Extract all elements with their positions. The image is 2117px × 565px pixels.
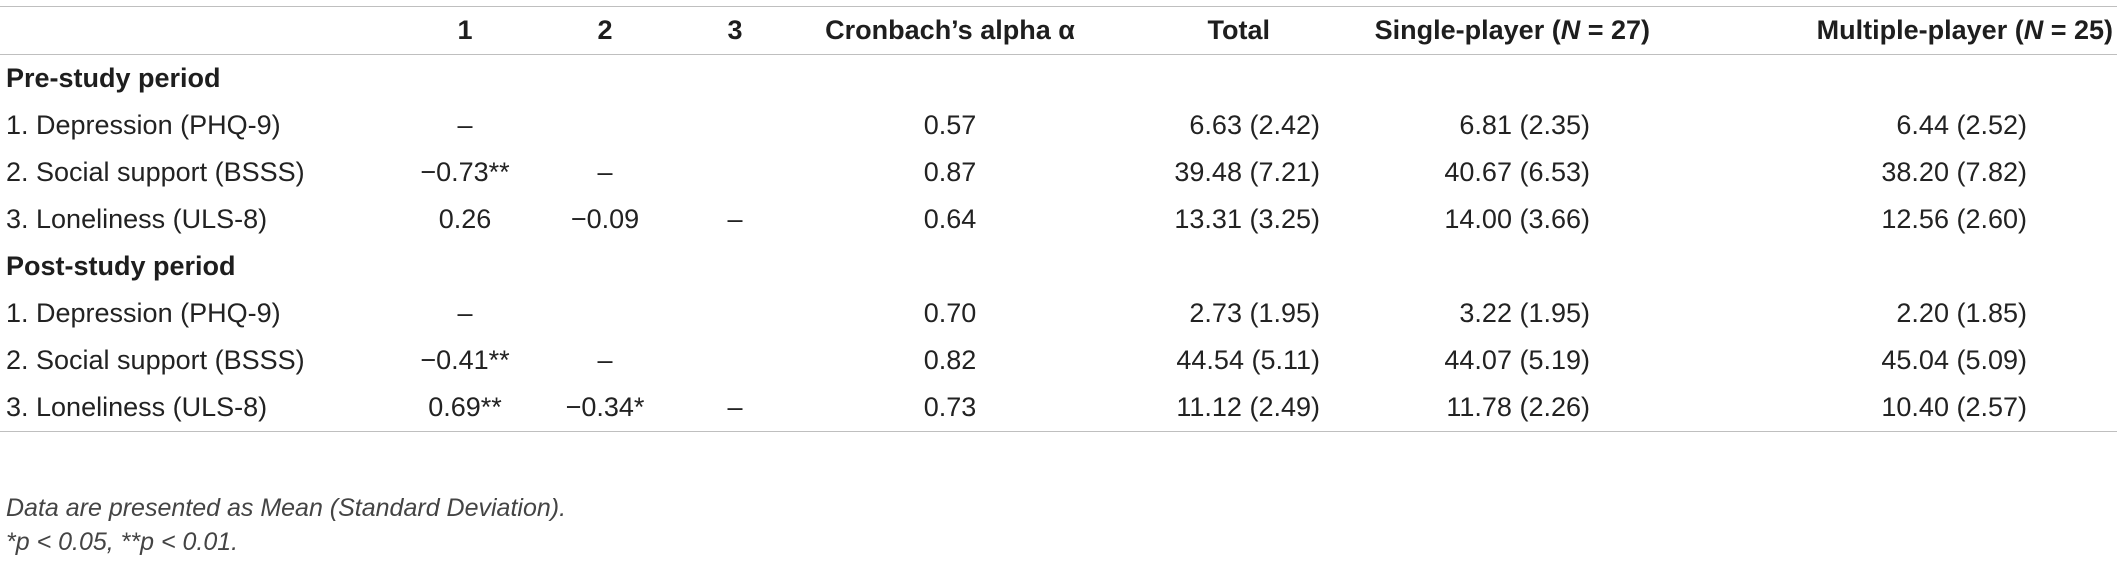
table-row: 2. Social support (BSSS) −0.73** – 0.87 … [0, 149, 2117, 196]
cell-col-3 [670, 149, 800, 196]
cell-total: 39.48 (7.21) [1174, 157, 1320, 187]
header-total: Total [1100, 6, 1340, 55]
cell-col-3 [670, 337, 800, 384]
cell-single-player: 14.00 (3.66) [1444, 204, 1590, 234]
section-header-row: Post-study period [0, 243, 2117, 290]
footnote-significance: *p < 0.05, **p < 0.01. [6, 528, 239, 556]
cell-col-1: 0.26 [438, 204, 492, 234]
cell-total: 11.12 (2.49) [1100, 384, 1340, 432]
table-footnotes: Data are presented as Mean (Standard Dev… [6, 491, 566, 559]
table-header-row: 1 2 3 Cronbach’s alpha α Total Single-pl… [0, 6, 2117, 55]
header-label [0, 6, 390, 55]
cell-single-player: 3.22 (1.95) [1459, 298, 1590, 328]
cell-col-2: – [597, 157, 613, 187]
row-label: 2. Social support (BSSS) [6, 157, 305, 187]
cell-col-2 [540, 102, 670, 149]
cell-alpha: 0.87 [923, 157, 977, 187]
section-header-row: Pre-study period [0, 55, 2117, 103]
cell-col-3 [670, 290, 800, 337]
cell-total: 2.73 (1.95) [1189, 298, 1320, 328]
footnote-data-format: Data are presented as Mean (Standard Dev… [6, 494, 567, 522]
header-col-3: 3 [670, 6, 800, 55]
cell-col-1: −0.41** [420, 345, 510, 375]
cell-single-player: 40.67 (6.53) [1444, 157, 1590, 187]
statistics-table: 1 2 3 Cronbach’s alpha α Total Single-pl… [0, 6, 2117, 432]
cell-col-2: −0.09 [570, 204, 640, 234]
cell-col-3: – [670, 384, 800, 432]
section-title: Post-study period [6, 251, 236, 281]
cell-total: 44.54 (5.11) [1176, 345, 1320, 375]
cell-multiple-player: 45.04 (5.09) [1881, 345, 2027, 375]
cell-single-player: 44.07 (5.19) [1444, 345, 1590, 375]
table-row: 1. Depression (PHQ-9) – 0.57 6.63 (2.42)… [0, 102, 2117, 149]
row-label: 3. Loneliness (ULS-8) [6, 204, 268, 234]
row-label: 2. Social support (BSSS) [6, 345, 305, 375]
cell-alpha: 0.73 [800, 384, 1100, 432]
cell-total: 6.63 (2.42) [1189, 110, 1320, 140]
header-col-2: 2 [540, 6, 670, 55]
cell-multiple-player: 6.44 (2.52) [1896, 110, 2027, 140]
cell-col-3: – [727, 204, 743, 234]
cell-col-1: 0.69** [390, 384, 540, 432]
cell-col-2: −0.34* [540, 384, 670, 432]
cell-col-2 [540, 290, 670, 337]
cell-alpha: 0.82 [923, 345, 977, 375]
header-col-1: 1 [390, 6, 540, 55]
cell-single-player: 6.81 (2.35) [1459, 110, 1590, 140]
cell-alpha: 0.64 [923, 204, 977, 234]
cell-col-1: – [457, 298, 473, 328]
cell-alpha: 0.70 [923, 298, 977, 328]
cell-total: 13.31 (3.25) [1174, 204, 1320, 234]
header-single-player: Single-player (N = 27) [1340, 6, 1740, 55]
cell-multiple-player: 38.20 (7.82) [1881, 157, 2027, 187]
row-label: 1. Depression (PHQ-9) [6, 110, 281, 140]
table-row: 2. Social support (BSSS) −0.41** – 0.82 … [0, 337, 2117, 384]
cell-multiple-player: 2.20 (1.85) [1896, 298, 2027, 328]
cell-single-player: 11.78 (2.26) [1340, 384, 1740, 432]
cell-col-3 [670, 102, 800, 149]
cell-col-1: – [457, 110, 473, 140]
row-label: 1. Depression (PHQ-9) [6, 298, 281, 328]
header-cronbach-alpha: Cronbach’s alpha α [800, 6, 1100, 55]
row-label: 3. Loneliness (ULS-8) [0, 384, 390, 432]
cell-col-1: −0.73** [420, 157, 510, 187]
table-row: 3. Loneliness (ULS-8) 0.26 −0.09 – 0.64 … [0, 196, 2117, 243]
cell-multiple-player: 10.40 (2.57) [1740, 384, 2117, 432]
table-row: 1. Depression (PHQ-9) – 0.70 2.73 (1.95)… [0, 290, 2117, 337]
cell-col-2: – [597, 345, 613, 375]
cell-alpha: 0.57 [923, 110, 977, 140]
section-title: Pre-study period [6, 63, 221, 93]
cell-multiple-player: 12.56 (2.60) [1881, 204, 2027, 234]
header-multiple-player: Multiple-player (N = 25) [1740, 6, 2117, 55]
table-row: 3. Loneliness (ULS-8) 0.69** −0.34* – 0.… [0, 384, 2117, 432]
